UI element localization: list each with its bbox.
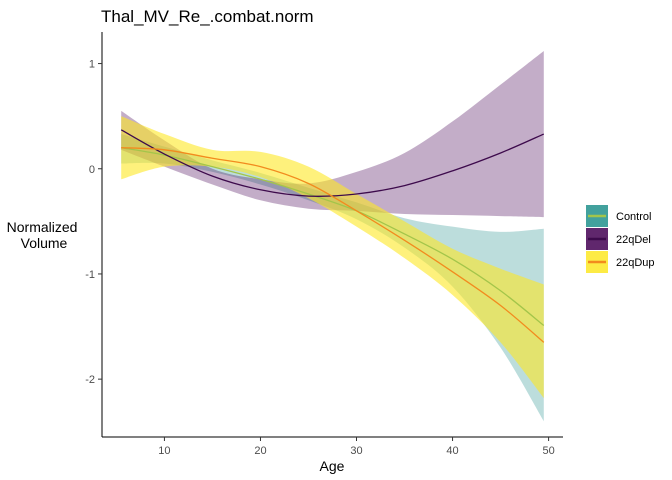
legend: Control 22qDel 22qDup: [586, 205, 655, 273]
x-tick-label: 20: [254, 445, 266, 457]
plot-area: [120, 50, 545, 422]
y-axis-title-line-1: Normalized: [7, 219, 78, 235]
y-tick-label: -1: [85, 269, 95, 281]
legend-label: Control: [616, 211, 651, 223]
legend-label: 22qDel: [616, 234, 651, 246]
x-tick-label: 10: [158, 445, 170, 457]
y-axis-ticks: 1 0 -1 -2: [85, 59, 102, 386]
x-tick-label: 40: [446, 445, 458, 457]
legend-label: 22qDup: [616, 257, 655, 269]
y-axis-title: Normalized Volume: [7, 219, 82, 251]
confidence-band-22qdup: [121, 116, 544, 399]
trend-line-control: [121, 147, 545, 326]
x-axis-title: Age: [320, 458, 345, 474]
x-tick-label: 30: [350, 445, 362, 457]
x-tick-label: 50: [542, 445, 554, 457]
y-tick-label: 0: [89, 164, 95, 176]
x-axis-ticks: 10 20 30 40 50: [158, 437, 555, 457]
legend-item-22qdup: 22qDup: [586, 251, 655, 273]
y-tick-label: 1: [89, 59, 95, 71]
legend-item-22qdel: 22qDel: [586, 228, 651, 250]
trend-line-22qdup: [121, 147, 545, 343]
chart-title: Thal_MV_Re_.combat.norm: [101, 7, 314, 26]
y-tick-label: -2: [85, 374, 95, 386]
legend-item-control: Control: [586, 205, 651, 227]
y-axis-title-line-2: Volume: [21, 235, 68, 251]
